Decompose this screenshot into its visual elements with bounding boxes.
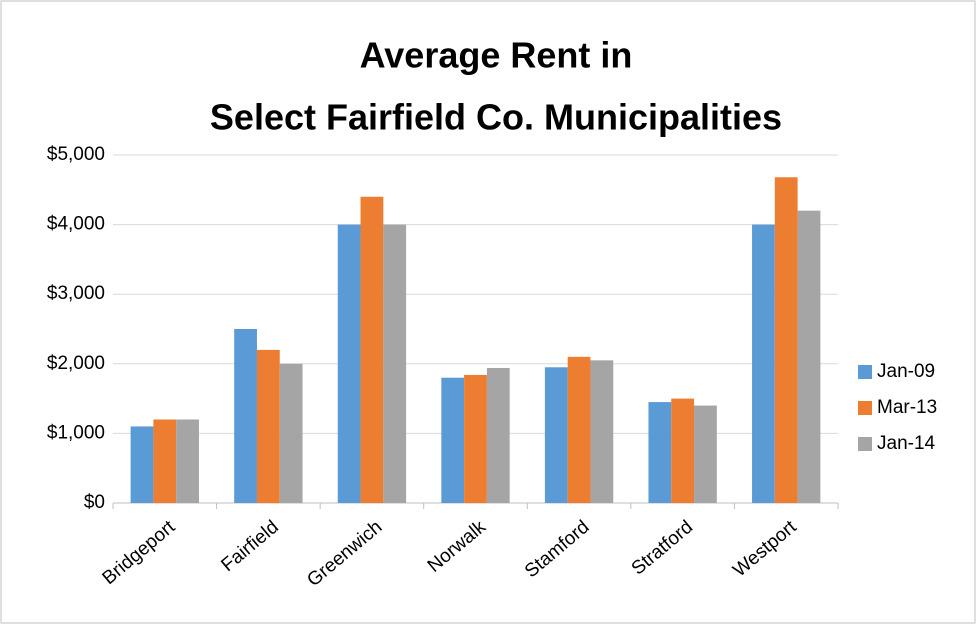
bar <box>486 367 510 503</box>
bar <box>360 196 384 503</box>
y-tick-label: $3,000 <box>47 283 105 304</box>
bar <box>256 349 280 503</box>
bar <box>441 377 465 503</box>
bar <box>590 360 614 503</box>
bar <box>464 374 487 503</box>
bar <box>176 419 199 503</box>
bar <box>544 367 568 503</box>
bar <box>337 224 361 503</box>
bar <box>694 405 717 503</box>
bar <box>797 210 821 503</box>
bar <box>130 426 154 503</box>
legend-label: Jan-09 <box>877 361 935 382</box>
y-tick-label: $2,000 <box>47 353 105 374</box>
legend-swatch <box>858 437 872 451</box>
y-tick-label: $5,000 <box>47 144 105 165</box>
bar <box>234 329 257 503</box>
legend-label: Mar-13 <box>877 397 937 418</box>
bar <box>648 402 672 503</box>
y-tick-label: $0 <box>84 492 105 513</box>
bar <box>279 363 303 503</box>
bar <box>383 224 407 503</box>
bar <box>153 419 177 503</box>
bar <box>752 224 775 503</box>
chart-title: Average Rent in <box>360 35 633 76</box>
legend-swatch <box>858 401 872 415</box>
y-tick-label: $1,000 <box>47 422 105 443</box>
bar <box>671 398 695 503</box>
y-tick-label: $4,000 <box>47 214 105 235</box>
chart-title: Select Fairfield Co. Municipalities <box>210 97 782 138</box>
legend-swatch <box>858 365 872 379</box>
legend-label: Jan-14 <box>877 433 936 454</box>
bar <box>774 177 798 503</box>
bar <box>567 356 591 503</box>
